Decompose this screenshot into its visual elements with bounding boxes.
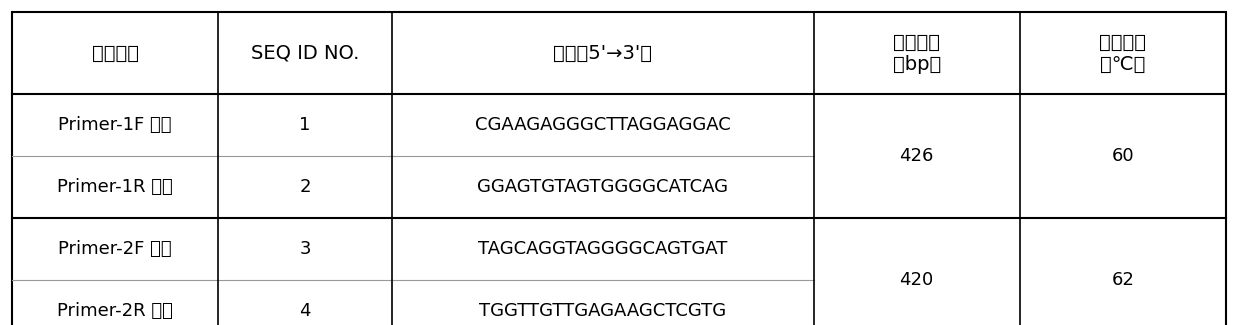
Text: 2: 2 — [300, 178, 311, 196]
Text: 产物大小
（bp）: 产物大小 （bp） — [893, 32, 941, 73]
Text: 62: 62 — [1112, 271, 1134, 289]
Text: GGAGTGTAGTGGGGCATCAG: GGAGTGTAGTGGGGCATCAG — [477, 178, 728, 196]
Text: 退火温度
（℃）: 退火温度 （℃） — [1099, 32, 1146, 73]
Text: TAGCAGGTAGGGGCAGTGAT: TAGCAGGTAGGGGCAGTGAT — [478, 240, 728, 258]
Text: 4: 4 — [300, 302, 311, 320]
Text: Primer-1F 正向: Primer-1F 正向 — [58, 116, 172, 134]
Text: 420: 420 — [900, 271, 933, 289]
Text: 426: 426 — [900, 147, 933, 165]
Text: 序列（5'→3'）: 序列（5'→3'） — [553, 44, 652, 62]
Text: 3: 3 — [300, 240, 311, 258]
Text: Primer-2R 反向: Primer-2R 反向 — [57, 302, 173, 320]
Text: 60: 60 — [1112, 147, 1134, 165]
Text: 引物名称: 引物名称 — [92, 44, 139, 62]
Text: Primer-2F 正向: Primer-2F 正向 — [58, 240, 172, 258]
Text: CGAAGAGGGCTTAGGAGGAC: CGAAGAGGGCTTAGGAGGAC — [475, 116, 730, 134]
Text: Primer-1R 反向: Primer-1R 反向 — [57, 178, 173, 196]
Text: SEQ ID NO.: SEQ ID NO. — [251, 44, 359, 62]
Text: TGGTTGTTGAGAAGCTCGTG: TGGTTGTTGAGAAGCTCGTG — [479, 302, 727, 320]
Text: 1: 1 — [300, 116, 311, 134]
